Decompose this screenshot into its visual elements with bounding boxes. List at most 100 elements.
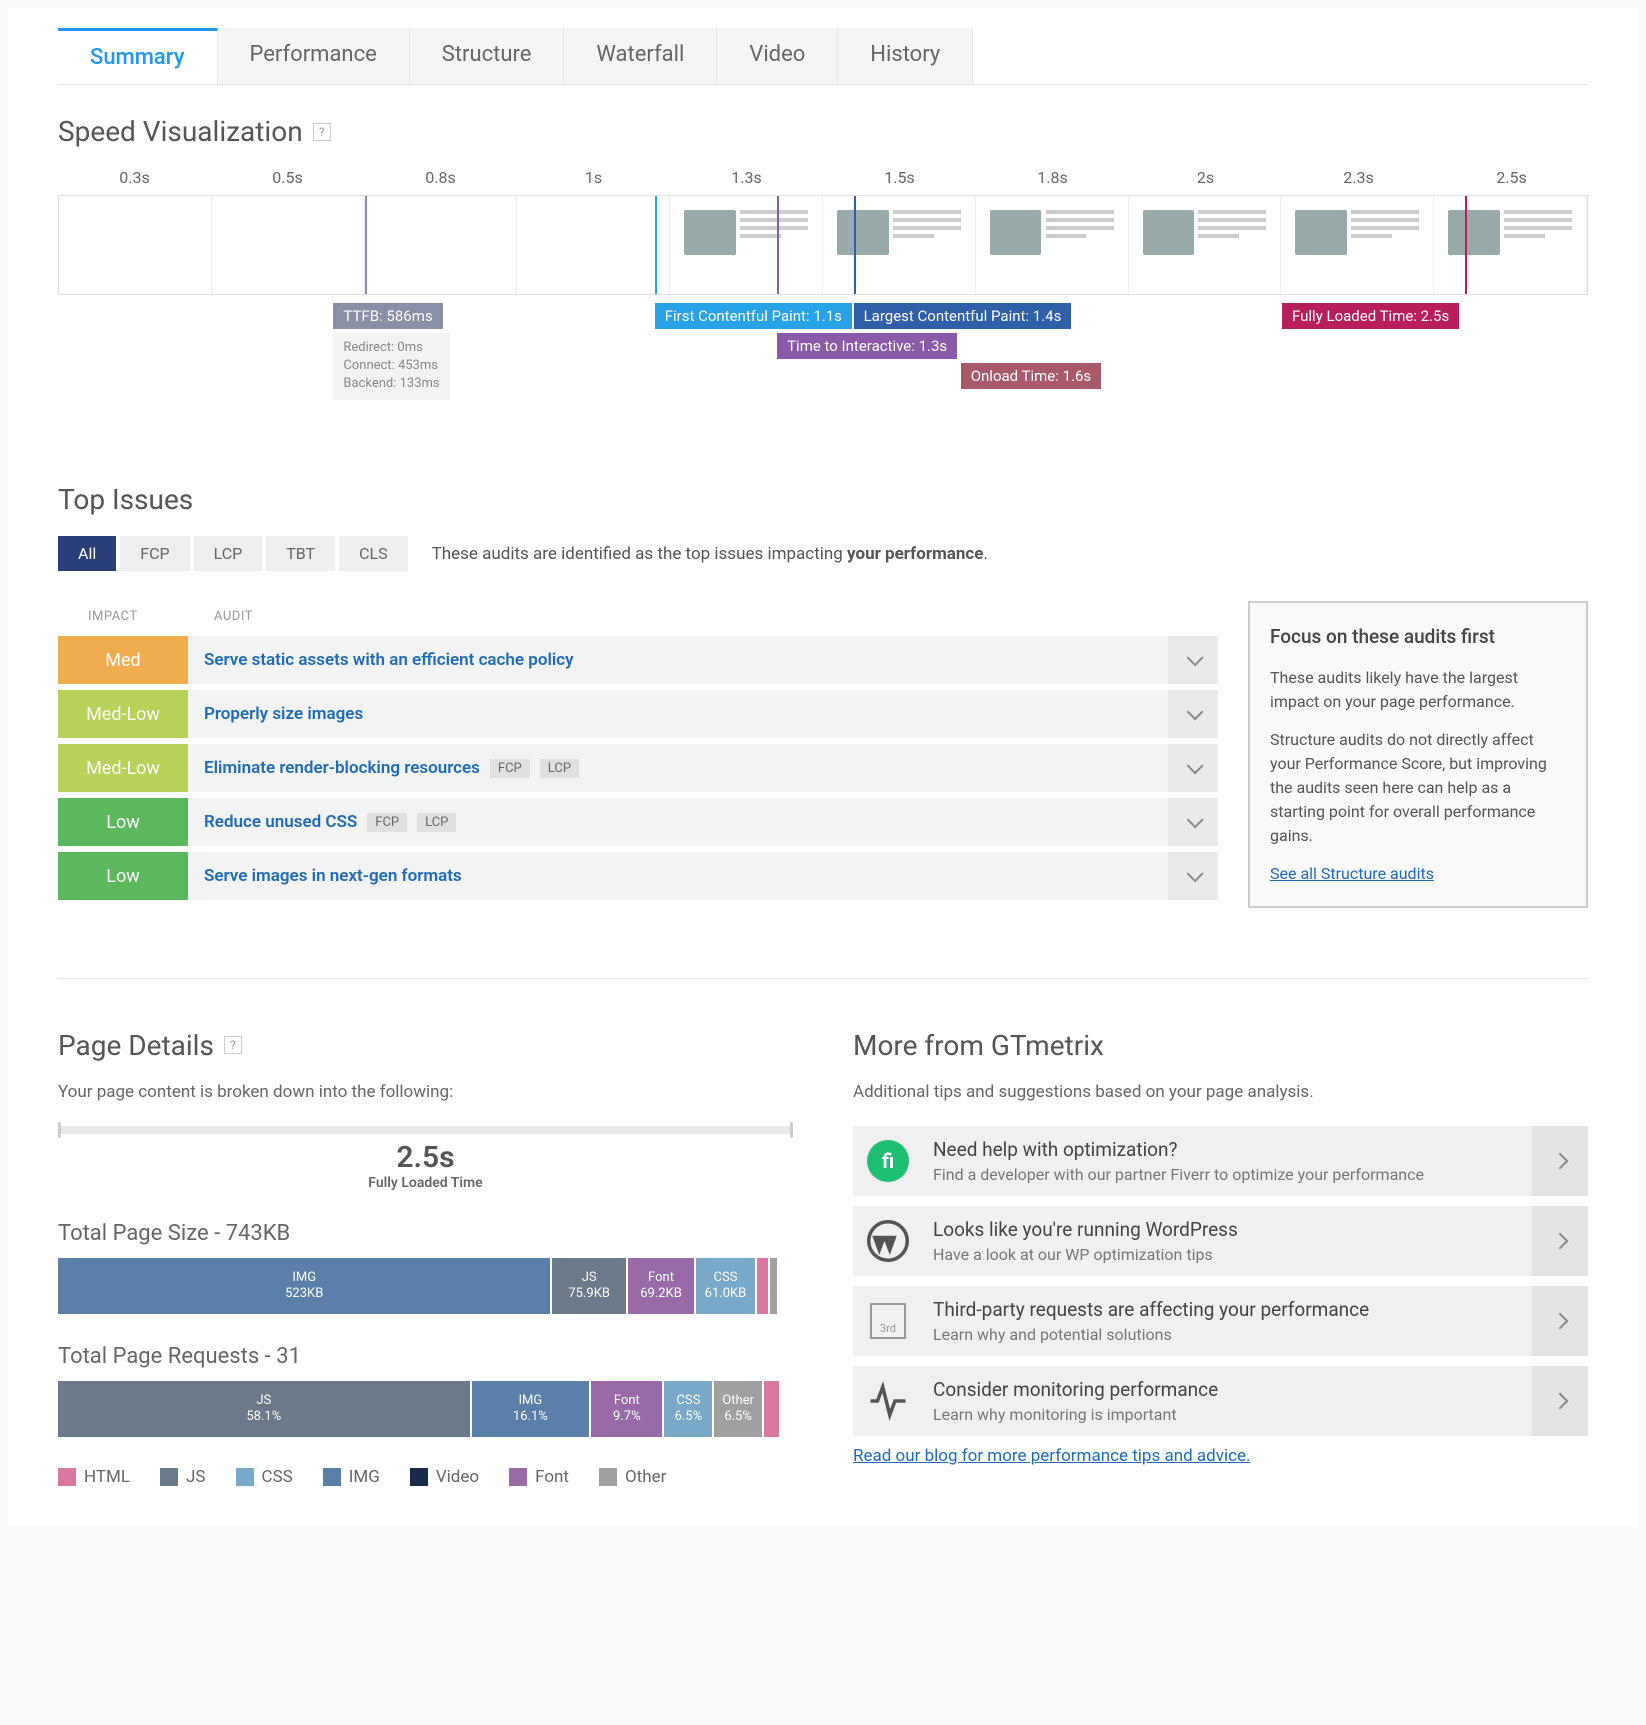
time-label: 0.3s	[58, 168, 211, 187]
filter-cls[interactable]: CLS	[339, 536, 408, 571]
time-label: 2s	[1129, 168, 1282, 187]
impact-badge: Med-Low	[58, 744, 188, 792]
tip-title: Third-party requests are affecting your …	[933, 1298, 1522, 1321]
metric-badge: Largest Contentful Paint: 1.4s	[854, 303, 1072, 329]
expand-button[interactable]	[1168, 636, 1218, 684]
time-label: 2.3s	[1282, 168, 1435, 187]
blog-link[interactable]: Read our blog for more performance tips …	[853, 1446, 1251, 1466]
wordpress-icon	[853, 1206, 923, 1276]
legend-item: CSS	[236, 1467, 293, 1487]
audit-title: Serve static assets with an efficient ca…	[204, 650, 574, 670]
tip-title: Consider monitoring performance	[933, 1378, 1522, 1401]
issue-row[interactable]: Med-Low Eliminate render-blocking resourc…	[58, 744, 1218, 792]
expand-button[interactable]	[1168, 690, 1218, 738]
filmstrip-frame	[976, 196, 1129, 294]
tip-sub: Learn why monitoring is important	[933, 1405, 1522, 1424]
sidebar-p1: These audits likely have the largest imp…	[1270, 666, 1566, 714]
stack-segment	[757, 1258, 768, 1314]
filmstrip-frame	[823, 196, 976, 294]
time-label: 0.5s	[211, 168, 364, 187]
legend-item: Font	[509, 1467, 569, 1487]
audit-title: Eliminate render-blocking resources	[204, 758, 480, 778]
chevron-down-icon	[1187, 703, 1204, 720]
tip-title: Looks like you're running WordPress	[933, 1218, 1522, 1241]
stack-segment: Other6.5%	[714, 1381, 762, 1437]
time-label: 1.3s	[670, 168, 823, 187]
filter-lcp[interactable]: LCP	[194, 536, 263, 571]
filter-tbt[interactable]: TBT	[266, 536, 335, 571]
flt-value: 2.5s	[58, 1140, 793, 1175]
audit-cell: Serve images in next-gen formats	[188, 852, 1168, 900]
chevron-down-icon	[1187, 757, 1204, 774]
issue-row[interactable]: LowServe images in next-gen formats	[58, 852, 1218, 900]
ttfb-detail: Redirect: 0msConnect: 453msBackend: 133m…	[333, 333, 449, 400]
help-icon[interactable]: ?	[313, 123, 331, 141]
impact-badge: Med	[58, 636, 188, 684]
legend-item: JS	[160, 1467, 205, 1487]
legend-swatch	[599, 1468, 617, 1486]
issue-note: These audits are identified as the top i…	[432, 544, 988, 564]
audit-tag: FCP	[367, 813, 407, 832]
stack-segment	[764, 1381, 779, 1437]
tip-sub: Learn why and potential solutions	[933, 1325, 1522, 1344]
sidebar-title: Focus on these audits first	[1270, 623, 1566, 652]
time-label: 2.5s	[1435, 168, 1588, 187]
timeline-marker-line	[365, 196, 367, 294]
tab-video[interactable]: Video	[717, 28, 838, 84]
time-label: 0.8s	[364, 168, 517, 187]
legend-swatch	[323, 1468, 341, 1486]
tab-structure[interactable]: Structure	[410, 28, 565, 84]
audit-title: Serve images in next-gen formats	[204, 866, 462, 886]
audit-tag: LCP	[417, 813, 456, 832]
filter-fcp[interactable]: FCP	[120, 536, 189, 571]
more-sub: Additional tips and suggestions based on…	[853, 1082, 1588, 1102]
tab-performance[interactable]: Performance	[218, 28, 410, 84]
timeline-labels: 0.3s0.5s0.8s1s1.3s1.5s1.8s2s2.3s2.5s	[58, 168, 1588, 187]
tab-waterfall[interactable]: Waterfall	[564, 28, 717, 84]
issue-row[interactable]: LowReduce unused CSSFCPLCP	[58, 798, 1218, 846]
page-size-title: Total Page Size - 743KB	[58, 1221, 793, 1246]
legend-item: Video	[410, 1467, 479, 1487]
expand-button[interactable]	[1168, 744, 1218, 792]
audit-cell: Properly size images	[188, 690, 1168, 738]
structure-audits-link[interactable]: See all Structure audits	[1270, 864, 1434, 883]
filmstrip-frame	[212, 196, 365, 294]
fiverr-icon: fi	[853, 1126, 923, 1196]
tip-arrow	[1532, 1286, 1588, 1356]
tip-row[interactable]: fi Need help with optimization? Find a dev…	[853, 1126, 1588, 1196]
tip-row[interactable]: Looks like you're running WordPressHave …	[853, 1206, 1588, 1276]
tab-summary[interactable]: Summary	[58, 28, 218, 84]
tip-row[interactable]: 3rdThird-party requests are affecting yo…	[853, 1286, 1588, 1356]
expand-button[interactable]	[1168, 852, 1218, 900]
tip-sub: Find a developer with our partner Fiverr…	[933, 1165, 1522, 1184]
monitor-icon	[853, 1366, 923, 1436]
audit-tag: LCP	[540, 759, 579, 778]
page-details-sub: Your page content is broken down into th…	[58, 1082, 793, 1102]
legend-item: Other	[599, 1467, 666, 1487]
issue-row[interactable]: Med-LowProperly size images	[58, 690, 1218, 738]
tip-row[interactable]: Consider monitoring performance Learn why…	[853, 1366, 1588, 1436]
stack-segment: JS58.1%	[58, 1381, 470, 1437]
issue-row[interactable]: Med Serve static assets with an efficient…	[58, 636, 1218, 684]
tip-title: Need help with optimization?	[933, 1138, 1522, 1161]
focus-sidebar: Focus on these audits first These audits…	[1248, 601, 1588, 908]
audit-cell: Reduce unused CSSFCPLCP	[188, 798, 1168, 846]
chevron-right-icon	[1552, 1312, 1569, 1329]
stack-segment: Font9.7%	[591, 1381, 662, 1437]
help-icon[interactable]: ?	[224, 1036, 242, 1054]
tip-arrow	[1532, 1366, 1588, 1436]
filter-all[interactable]: All	[58, 536, 116, 571]
tab-history[interactable]: History	[838, 28, 973, 84]
sidebar-p2: Structure audits do not directly affect …	[1270, 728, 1566, 848]
expand-button[interactable]	[1168, 798, 1218, 846]
legend-item: HTML	[58, 1467, 130, 1487]
page-size-bar: IMG523KBJS75.9KBFont69.2KBCSS61.0KB	[58, 1258, 793, 1314]
page-req-title: Total Page Requests - 31	[58, 1344, 793, 1369]
filmstrip-frame	[365, 196, 518, 294]
metric-badge: Fully Loaded Time: 2.5s	[1282, 303, 1459, 329]
legend: HTMLJSCSSIMGVideoFontOther	[58, 1467, 793, 1487]
chevron-right-icon	[1552, 1232, 1569, 1249]
page-details-title: Page Details ?	[58, 1029, 793, 1062]
col-audit-header: AUDIT	[198, 609, 1218, 624]
stack-segment	[770, 1258, 777, 1314]
